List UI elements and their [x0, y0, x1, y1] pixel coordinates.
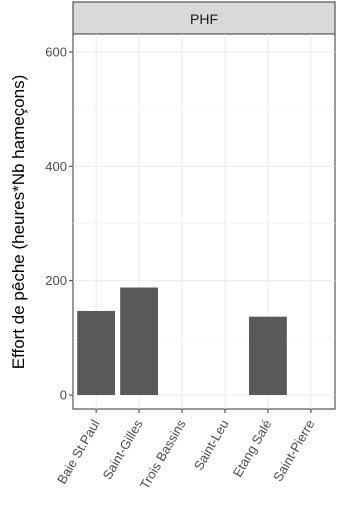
x-tick-label: Trois Bassins [137, 417, 189, 492]
y-tick-label: 0 [60, 388, 67, 403]
x-tick-label: Saint-Gilles [99, 417, 145, 482]
y-tick-label: 600 [45, 45, 67, 60]
x-tick-label: Baie St.Paul [54, 417, 103, 487]
y-axis-ticks: 0 200 400 600 [45, 45, 73, 403]
y-axis-label: Effort de pêche (heures*Nb hameçons) [9, 75, 28, 370]
bar [249, 316, 287, 395]
y-tick-label: 400 [45, 159, 67, 174]
facet-strip [72, 1, 336, 35]
y-tick-label: 200 [45, 273, 67, 288]
x-tick-label: Saint-Leu [191, 417, 232, 473]
x-tick-label: Saint-Pierre [270, 417, 317, 484]
bars [77, 287, 287, 395]
bar [120, 287, 158, 395]
plot-panel [72, 33, 336, 410]
bar [77, 310, 116, 395]
facet-label: PHF [190, 11, 218, 27]
x-tick-label: Etang Salé [230, 417, 275, 480]
